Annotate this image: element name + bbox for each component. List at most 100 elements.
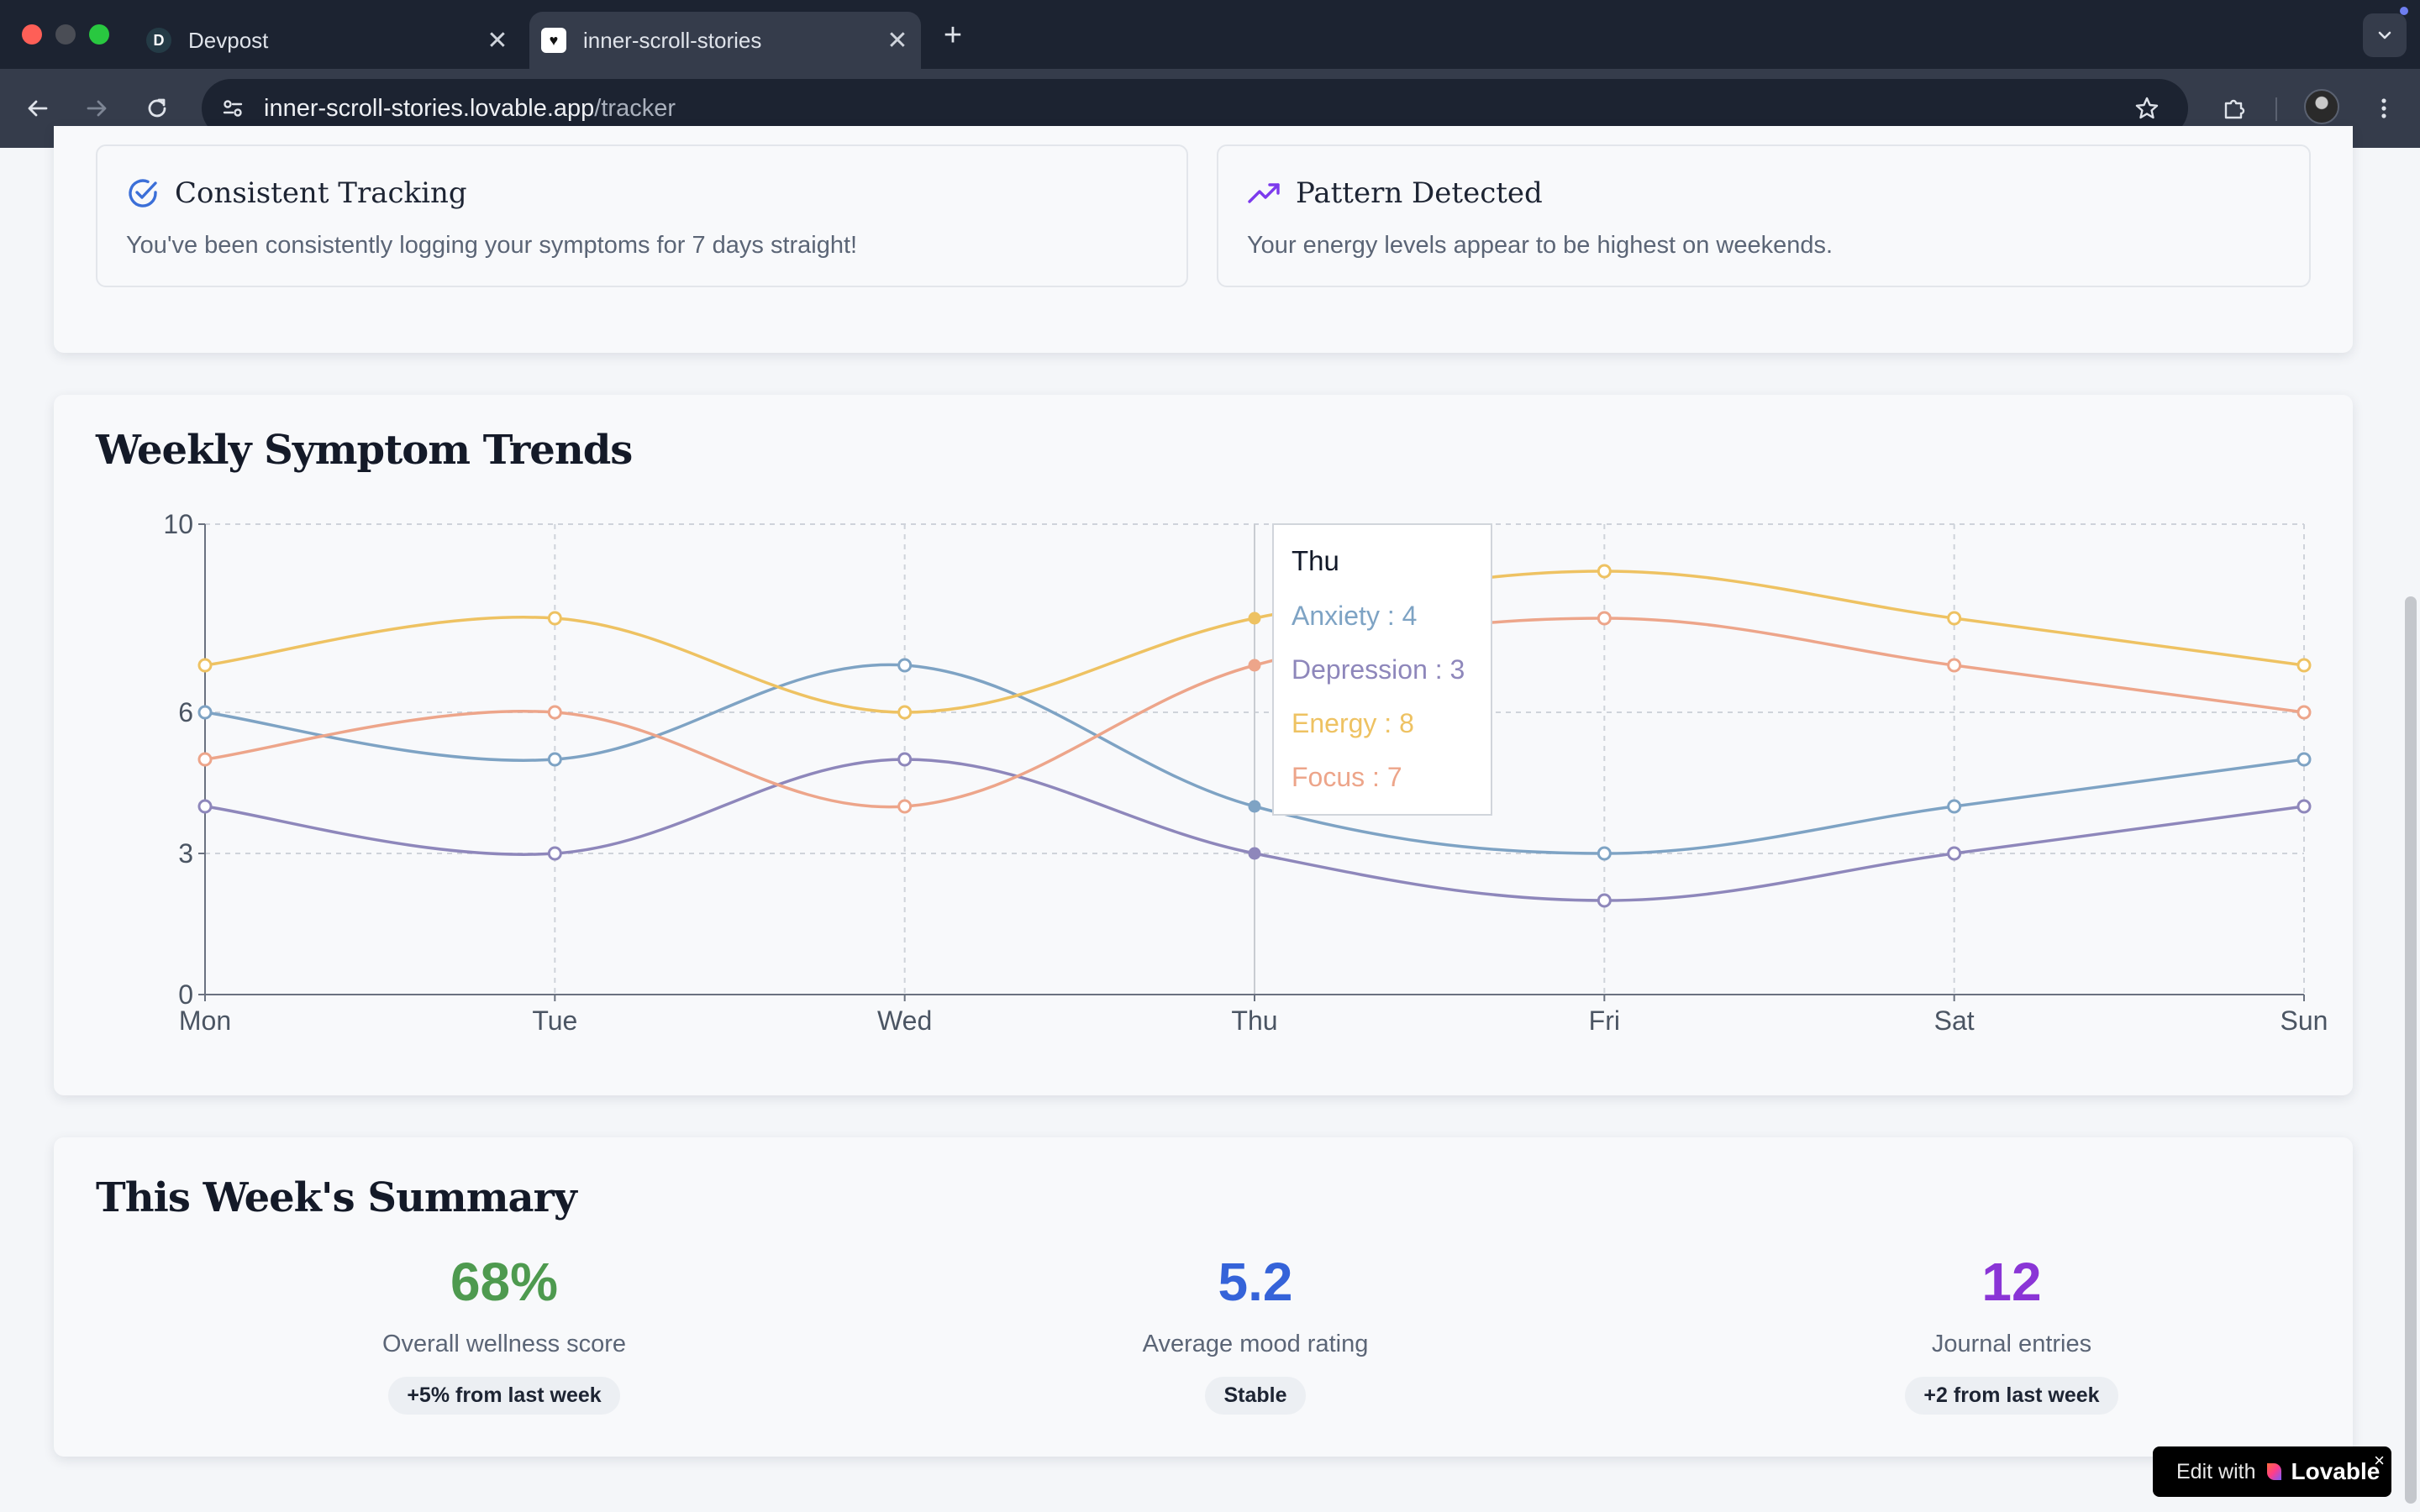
browser-menu-button[interactable] [2363, 87, 2405, 129]
notification-dot [2400, 7, 2408, 15]
browser-tab-bar: D Devpost ✕ ♥ inner-scroll-stories ✕ + [0, 0, 2420, 69]
chart-tooltip [1272, 523, 1492, 816]
data-point-energy[interactable] [197, 658, 213, 673]
heart-favicon-icon: ♥ [541, 28, 566, 53]
window-close-button[interactable] [22, 24, 42, 45]
stat-value: 12 [1981, 1252, 2042, 1312]
stat-mood-rating: 5.2 Average mood rating Stable [1003, 1255, 1507, 1415]
weekly-summary-card: This Week's Summary 68% Overall wellness… [54, 1137, 2353, 1457]
data-point-energy[interactable] [1597, 564, 1612, 579]
data-point-focus[interactable] [1248, 659, 1261, 672]
data-point-focus[interactable] [1597, 611, 1612, 626]
insight-consistent-tracking: Consistent Tracking You've been consiste… [96, 144, 1188, 287]
data-point-focus[interactable] [1947, 658, 1962, 673]
tab-devpost[interactable]: D Devpost ✕ [134, 12, 521, 69]
edit-with-lovable-button[interactable]: Edit with Lovable × [2153, 1446, 2391, 1497]
url-host: inner-scroll-stories.lovable.app [264, 95, 595, 122]
back-button[interactable] [17, 87, 59, 129]
bookmark-button[interactable] [2128, 89, 2166, 128]
data-point-anxiety[interactable] [1597, 846, 1612, 861]
section-title: This Week's Summary [96, 1174, 577, 1221]
extensions-button[interactable] [2213, 87, 2255, 129]
stat-badge: +5% from last week [388, 1377, 620, 1415]
data-point-anxiety[interactable] [897, 658, 913, 673]
close-icon[interactable]: × [2374, 1450, 2385, 1471]
lovable-brand: Lovable [2291, 1458, 2381, 1484]
tooltip-item: Anxiety : 4 [1292, 601, 1417, 631]
section-title: Weekly Symptom Trends [96, 427, 633, 474]
reload-icon [148, 98, 166, 118]
x-tick-label: Thu [1231, 1005, 1277, 1036]
stat-label: Journal entries [1931, 1331, 2092, 1357]
data-point-depression[interactable] [2296, 799, 2312, 814]
data-point-focus[interactable] [547, 705, 562, 720]
weekly-trends-card: Weekly Symptom Trends 0 3 6 10 Mon Tue Wed Thu F… [54, 395, 2353, 1095]
arrow-left-icon [28, 100, 48, 117]
profile-avatar[interactable] [2304, 89, 2339, 124]
window-maximize-button[interactable] [89, 24, 109, 45]
stat-label: Overall wellness score [381, 1331, 627, 1357]
insight-header: Consistent Tracking [126, 176, 467, 210]
data-point-energy[interactable] [2296, 658, 2312, 673]
tab-inner-scroll-stories[interactable]: ♥ inner-scroll-stories ✕ [529, 12, 921, 69]
y-tick-label: 0 [178, 979, 193, 1010]
data-point-anxiety[interactable] [547, 752, 562, 767]
tooltip-item: Focus : 7 [1292, 762, 1402, 792]
tab-search-button[interactable] [2363, 13, 2407, 57]
check-circle-icon [129, 179, 157, 207]
data-point-depression[interactable] [197, 799, 213, 814]
reload-button[interactable] [136, 87, 178, 129]
data-point-focus[interactable] [897, 799, 913, 814]
data-point-focus[interactable] [2296, 705, 2312, 720]
new-tab-button[interactable]: + [943, 17, 963, 53]
y-tick-label: 3 [178, 838, 193, 869]
stat-label: Average mood rating [1142, 1331, 1369, 1357]
data-point-energy[interactable] [1947, 611, 1962, 626]
data-point-anxiety[interactable] [1947, 799, 1962, 814]
data-point-focus[interactable] [197, 752, 213, 767]
tooltip-item: Depression : 3 [1292, 654, 1465, 685]
data-point-depression[interactable] [547, 846, 562, 861]
stat-wellness-score: 68% Overall wellness score +5% from last… [252, 1255, 756, 1415]
data-point-energy[interactable] [547, 611, 562, 626]
url-path: /tracker [594, 95, 676, 122]
trending-up-icon [1248, 183, 1280, 203]
url-text[interactable]: inner-scroll-stories.lovable.app/tracker [264, 95, 676, 123]
insight-pattern-detected: Pattern Detected Your energy levels appe… [1217, 144, 2311, 287]
x-tick-label: Mon [179, 1005, 231, 1036]
symptom-trends-chart[interactable]: 0 3 6 10 Mon Tue Wed Thu Fri Sat Sun Thu Anxiety : 4… [54, 395, 2353, 1095]
stat-badge: Stable [1205, 1377, 1306, 1415]
page-content: Consistent Tracking You've been consiste… [0, 126, 2420, 1512]
stat-value: 5.2 [1218, 1252, 1293, 1312]
chevron-down-icon [2378, 31, 2391, 39]
data-point-depression[interactable] [1947, 846, 1962, 861]
data-point-depression[interactable] [1597, 893, 1612, 908]
insights-card: Consistent Tracking You've been consiste… [54, 126, 2353, 353]
tooltip-item: Energy : 8 [1292, 708, 1414, 738]
site-info-button[interactable] [215, 91, 250, 126]
window-minimize-button[interactable] [55, 24, 76, 45]
devpost-favicon-icon: D [146, 28, 171, 53]
close-icon[interactable]: ✕ [487, 26, 508, 55]
x-tick-label: Wed [877, 1005, 932, 1036]
data-point-depression[interactable] [897, 752, 913, 767]
close-icon[interactable]: ✕ [886, 26, 908, 55]
star-icon [2135, 97, 2159, 119]
x-tick-label: Sun [2281, 1005, 2328, 1036]
tune-icon [223, 100, 243, 117]
puzzle-icon [2224, 99, 2245, 119]
stat-value: 68% [450, 1252, 559, 1312]
data-point-anxiety[interactable] [1248, 800, 1261, 813]
more-vertical-icon [2381, 98, 2386, 118]
insight-title: Pattern Detected [1296, 176, 1543, 210]
insight-text: You've been consistently logging your sy… [126, 232, 858, 259]
forward-button[interactable] [76, 87, 118, 129]
scrollbar-thumb[interactable] [2405, 596, 2417, 1504]
data-point-depression[interactable] [1248, 847, 1261, 860]
insight-text: Your energy levels appear to be highest … [1247, 232, 1833, 259]
toolbar-divider [2275, 97, 2277, 121]
data-point-anxiety[interactable] [197, 705, 213, 720]
data-point-anxiety[interactable] [2296, 752, 2312, 767]
data-point-energy[interactable] [1248, 612, 1261, 625]
data-point-energy[interactable] [897, 705, 913, 720]
